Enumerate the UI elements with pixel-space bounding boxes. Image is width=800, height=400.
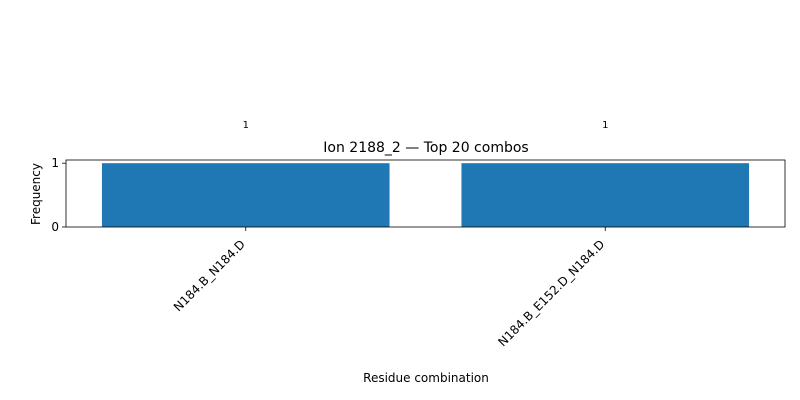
y-axis-label: Frequency xyxy=(29,163,43,225)
x-axis-label: Residue combination xyxy=(363,371,489,385)
bar xyxy=(101,163,390,227)
bars-group xyxy=(101,163,750,227)
y-axis-ticks: 01 xyxy=(51,156,66,234)
x-tick-label: N184.B_N184.D xyxy=(171,237,248,314)
chart-title: Ion 2188_2 — Top 20 combos xyxy=(323,140,528,156)
data-label: 1 xyxy=(243,120,249,131)
y-tick-label: 0 xyxy=(51,220,59,234)
y-tick-label: 1 xyxy=(51,156,59,170)
plot-frame xyxy=(65,159,786,228)
bar xyxy=(461,163,750,227)
data-label: 1 xyxy=(602,120,608,131)
x-tick-label: N184.B_E152.D_N184.D xyxy=(495,237,607,349)
x-axis-ticks: N184.B_N184.D N184.B_E152.D_N184.D xyxy=(171,227,607,349)
